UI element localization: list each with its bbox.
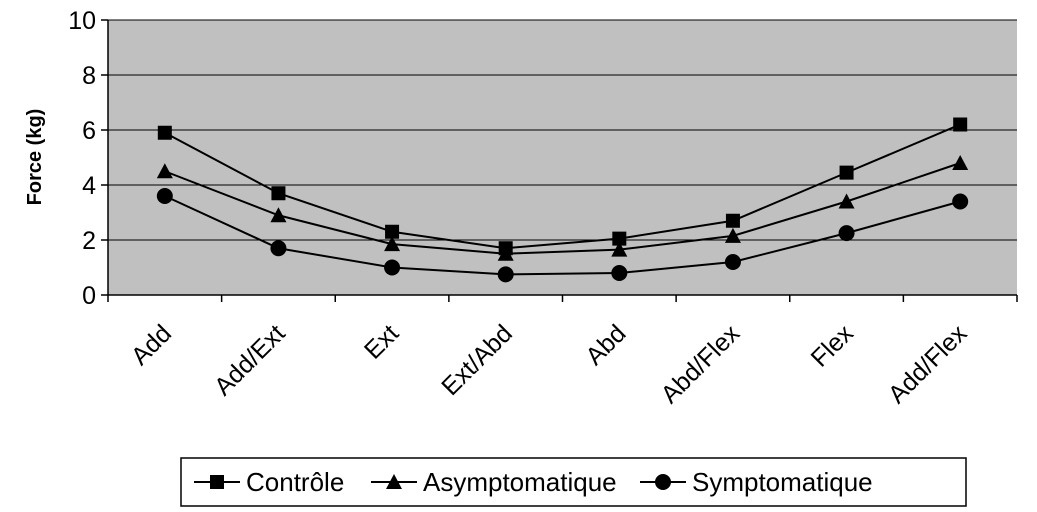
series-line — [164, 195, 961, 276]
legend: Contrôle Asymptomatique Symptomatique — [180, 457, 967, 507]
plot-area — [108, 20, 1017, 295]
data-point-triangle — [384, 236, 401, 252]
data-point-square — [839, 165, 854, 180]
data-point-triangle — [156, 163, 173, 179]
series-square — [157, 117, 968, 256]
data-point-triangle — [497, 245, 514, 261]
axes — [101, 19, 1018, 302]
legend-label: Contrôle — [246, 467, 344, 497]
data-point-triangle — [270, 207, 287, 223]
legend-entry: Contrôle — [194, 467, 344, 497]
x-category-label: Abd — [580, 319, 631, 370]
legend-marker-triangle — [386, 474, 402, 489]
y-axis-title: Force (kg) — [24, 109, 46, 206]
data-point-triangle — [838, 193, 855, 209]
data-point-circle — [270, 240, 287, 257]
data-point-square — [157, 125, 172, 140]
series-group — [156, 117, 969, 283]
x-category-label: Flex — [806, 319, 860, 373]
legend-marker-square — [210, 475, 224, 489]
data-point-triangle — [611, 241, 628, 257]
x-category-label: Abd/Flex — [656, 319, 746, 409]
data-point-circle — [724, 254, 741, 270]
series-line — [164, 123, 961, 250]
series-line — [164, 162, 961, 255]
data-point-triangle — [724, 227, 741, 243]
data-point-circle — [611, 265, 628, 281]
y-tick-label: 10 — [68, 7, 96, 35]
data-point-square — [385, 224, 400, 239]
x-axis-category-labels: Add Add/Ext Ext Ext/Abd Abd Abd/Flex Flex Add/F… — [126, 319, 973, 409]
legend-label: Asymptomatique — [423, 467, 617, 497]
legend-entry: Symptomatique — [640, 467, 873, 497]
x-category-label: Add — [126, 319, 177, 370]
legend-marker-circle — [655, 474, 671, 490]
y-tick-label: 4 — [82, 172, 96, 200]
data-point-circle — [384, 259, 401, 276]
x-category-label: Ext/Abd — [436, 319, 518, 401]
legend-box — [180, 457, 967, 507]
y-axis-tick-labels: 0 2 4 6 8 10 — [68, 7, 96, 310]
data-point-square — [953, 117, 968, 132]
data-point-circle — [838, 225, 855, 242]
data-point-circle — [952, 193, 969, 210]
x-category-label: Add/Ext — [209, 319, 291, 401]
data-point-square — [271, 186, 286, 201]
series-circle — [156, 188, 969, 283]
x-category-label: Add/Flex — [883, 319, 973, 409]
y-tick-label: 8 — [82, 62, 96, 90]
data-point-square — [612, 231, 627, 246]
y-tick-label: 0 — [82, 282, 96, 310]
y-tick-label: 6 — [82, 117, 96, 145]
series-triangle — [156, 155, 969, 261]
x-category-label: Ext — [359, 319, 404, 364]
data-point-circle — [156, 188, 173, 204]
data-point-circle — [497, 266, 514, 283]
legend-entry: Asymptomatique — [371, 467, 617, 497]
data-point-triangle — [952, 155, 969, 170]
y-tick-label: 2 — [82, 227, 96, 255]
data-point-square — [725, 213, 740, 228]
legend-label: Symptomatique — [692, 467, 873, 497]
